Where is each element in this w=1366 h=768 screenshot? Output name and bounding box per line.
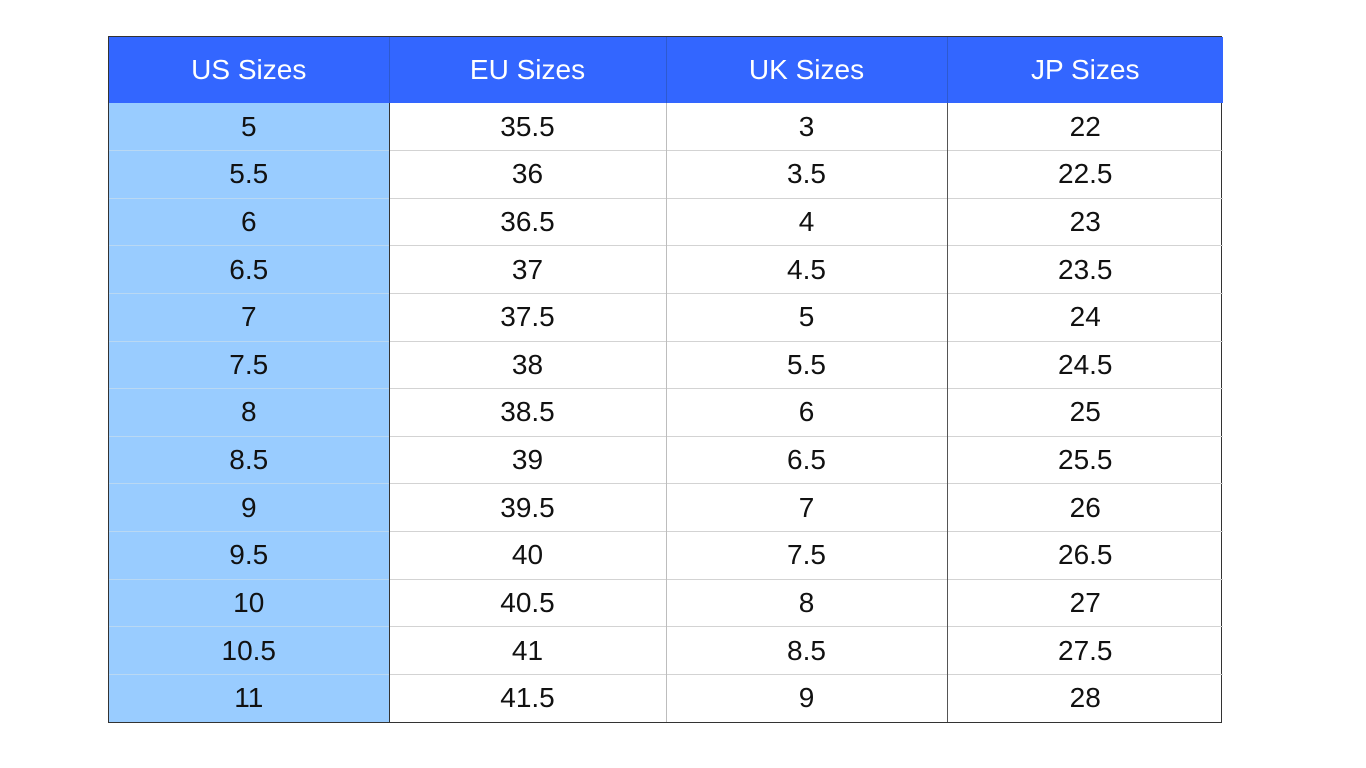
cell-eu-size: 40.5 [388,578,666,627]
cell-eu-size: 38.5 [388,388,666,437]
cell-us-size: 6 [109,197,389,246]
table-body: 5 35.5 3 22 5.5 36 3.5 22.5 6 36.5 4 23 6.5 37 4.5 23.5… [109,103,1223,722]
cell-uk-size: 4 [665,197,947,246]
cell-us-size: 11 [109,673,389,722]
cell-eu-size: 35.5 [388,103,666,151]
cell-jp-size: 26.5 [946,530,1223,580]
table-row: 6 36.5 4 23 [109,197,1223,246]
cell-us-size: 8 [109,388,389,437]
table-row: 8.5 39 6.5 25.5 [109,435,1223,484]
size-conversion-table: US Sizes EU Sizes UK Sizes JP Sizes 5 35.… [109,37,1223,722]
cell-eu-size: 36.5 [388,197,666,246]
table-row: 9 39.5 7 26 [109,483,1223,532]
cell-uk-size: 8 [665,578,947,627]
cell-jp-size: 24 [946,292,1223,342]
table-row: 5 35.5 3 22 [109,103,1223,151]
column-header-jp: JP Sizes [946,37,1223,103]
cell-uk-size: 7.5 [665,530,947,580]
column-header-uk: UK Sizes [665,37,947,103]
cell-us-size: 8.5 [109,435,389,484]
cell-jp-size: 25 [946,388,1223,437]
cell-us-size: 7 [109,292,389,342]
column-header-eu: EU Sizes [388,37,666,103]
cell-eu-size: 38 [388,340,666,389]
cell-jp-size: 26 [946,483,1223,532]
cell-eu-size: 41.5 [388,673,666,722]
table-row: 10.5 41 8.5 27.5 [109,626,1223,675]
table-row: 7.5 38 5.5 24.5 [109,340,1223,389]
cell-jp-size: 28 [946,673,1223,722]
size-conversion-table-container: US Sizes EU Sizes UK Sizes JP Sizes 5 35.… [108,36,1223,723]
cell-eu-size: 39 [388,435,666,484]
cell-us-size: 7.5 [109,340,389,389]
cell-jp-size: 27.5 [946,626,1223,675]
cell-eu-size: 41 [388,626,666,675]
cell-us-size: 10 [109,578,389,627]
cell-us-size: 10.5 [109,626,389,675]
cell-uk-size: 4.5 [665,245,947,294]
cell-eu-size: 36 [388,150,666,199]
cell-uk-size: 5 [665,292,947,342]
cell-jp-size: 23 [946,197,1223,246]
column-header-us: US Sizes [109,37,389,103]
cell-jp-size: 25.5 [946,435,1223,484]
table-row: 8 38.5 6 25 [109,388,1223,437]
table-row: 11 41.5 9 28 [109,673,1223,722]
cell-eu-size: 39.5 [388,483,666,532]
cell-eu-size: 37 [388,245,666,294]
cell-eu-size: 40 [388,530,666,580]
table-row: 6.5 37 4.5 23.5 [109,245,1223,294]
table-row: 10 40.5 8 27 [109,578,1223,627]
cell-jp-size: 22 [946,103,1223,151]
cell-us-size: 5 [109,103,389,151]
table-row: 9.5 40 7.5 26.5 [109,530,1223,580]
cell-uk-size: 3.5 [665,150,947,199]
header-row: US Sizes EU Sizes UK Sizes JP Sizes [109,37,1223,103]
cell-uk-size: 6 [665,388,947,437]
cell-us-size: 9 [109,483,389,532]
cell-uk-size: 7 [665,483,947,532]
cell-uk-size: 3 [665,103,947,151]
table-row: 7 37.5 5 24 [109,292,1223,342]
cell-uk-size: 8.5 [665,626,947,675]
cell-uk-size: 9 [665,673,947,722]
table-row: 5.5 36 3.5 22.5 [109,150,1223,199]
cell-us-size: 5.5 [109,150,389,199]
table-header: US Sizes EU Sizes UK Sizes JP Sizes [109,37,1223,103]
cell-us-size: 6.5 [109,245,389,294]
cell-us-size: 9.5 [109,530,389,580]
cell-jp-size: 24.5 [946,340,1223,389]
cell-jp-size: 23.5 [946,245,1223,294]
cell-jp-size: 27 [946,578,1223,627]
cell-jp-size: 22.5 [946,150,1223,199]
cell-eu-size: 37.5 [388,292,666,342]
cell-uk-size: 5.5 [665,340,947,389]
cell-uk-size: 6.5 [665,435,947,484]
